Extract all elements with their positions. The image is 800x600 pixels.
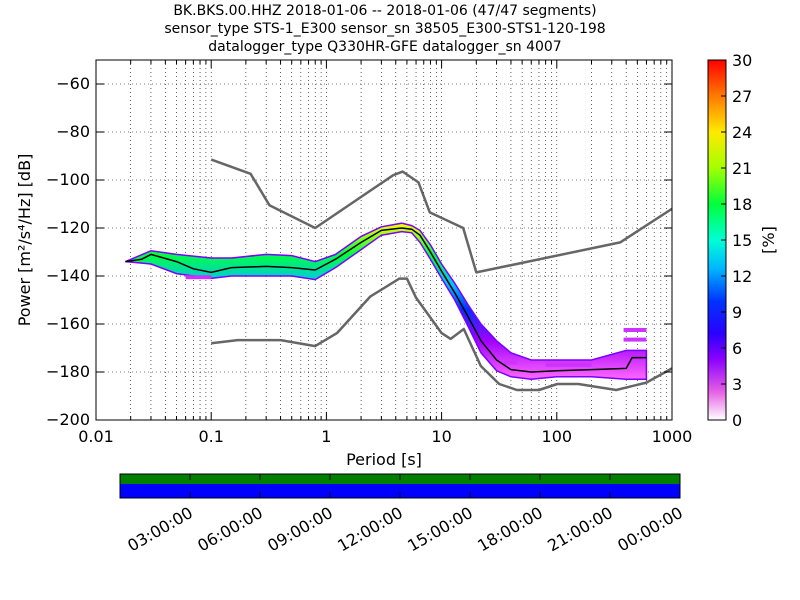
time-tick-label: 09:00:00 <box>264 503 336 555</box>
title-line-2: sensor_type STS-1_E300 sensor_sn 38505_E… <box>164 21 606 37</box>
axes: 0.01 0.1 1 10 100 1000 −200 −180 −160 −140 −120 −10… <box>46 60 692 446</box>
colorbar-tick-label: 12 <box>732 267 752 286</box>
colorbar-tick-label: 24 <box>732 123 752 142</box>
y-tick-label: −120 <box>46 218 90 237</box>
colorbar: 0 3 6 9 12 15 18 21 24 27 30 <box>707 51 752 430</box>
x-tick-label: 0.1 <box>198 427 223 446</box>
colorbar-tick-label: 27 <box>732 87 752 106</box>
psd-outlier-cells <box>185 275 212 280</box>
y-axis-label: Power [m²/s⁴/Hz] [dB] <box>15 154 34 327</box>
psd-outlier-cells <box>623 337 647 342</box>
colorbar-tick-label: 0 <box>732 411 742 430</box>
y-tick-label: −60 <box>56 74 90 93</box>
title-line-1: BK.BKS.00.HHZ 2018-01-06 -- 2018-01-06 (… <box>173 3 597 19</box>
colorbar-tick-label: 18 <box>732 195 752 214</box>
time-tick-label: 18:00:00 <box>474 503 546 555</box>
y-tick-label: −160 <box>46 314 90 333</box>
colorbar-tick-label: 3 <box>732 375 742 394</box>
time-tick-label: 15:00:00 <box>404 503 476 555</box>
y-tick-label: −100 <box>46 170 90 189</box>
low-noise-model-line <box>211 277 672 392</box>
x-tick-label: 1 <box>321 427 331 446</box>
time-tick-label: 06:00:00 <box>194 503 266 555</box>
time-tick-label: 03:00:00 <box>124 503 196 555</box>
y-tick-label: −200 <box>46 410 90 429</box>
y-tick-label: −180 <box>46 362 90 381</box>
psd-density <box>125 222 648 380</box>
psd-outlier-cells <box>623 328 647 332</box>
x-tick-label: 0.01 <box>78 427 114 446</box>
time-tick-label: 21:00:00 <box>544 503 616 555</box>
plot-frame <box>95 59 673 421</box>
colorbar-tick-label: 30 <box>732 51 752 70</box>
x-axis-label: Period [s] <box>346 450 422 469</box>
psd-curves <box>125 158 672 392</box>
time-coverage-bar: 03:00:0006:00:0009:00:0012:00:0015:00:00… <box>119 473 686 555</box>
title-line-3: datalogger_type Q330HR-GFE datalogger_sn… <box>208 39 562 55</box>
x-tick-label: 1000 <box>652 427 693 446</box>
colorbar-tick-label: 21 <box>732 159 752 178</box>
high-noise-model-line <box>210 158 672 274</box>
colorbar-tick-label: 6 <box>732 339 742 358</box>
y-tick-label: −140 <box>46 266 90 285</box>
psd-outlier-cells <box>504 360 517 365</box>
colorbar-tick-label: 15 <box>732 231 752 250</box>
colorbar-tick-label: 9 <box>732 303 742 322</box>
psd-density-band <box>125 222 648 380</box>
x-tick-label: 100 <box>542 427 573 446</box>
median-psd-line <box>125 227 647 373</box>
colorbar-label: [%] <box>759 226 778 254</box>
time-tick-label: 12:00:00 <box>334 503 406 555</box>
y-tick-label: −80 <box>56 122 90 141</box>
psd-outlier-cells <box>545 362 592 367</box>
x-tick-label: 10 <box>431 427 451 446</box>
time-tick-label: 00:00:00 <box>614 503 686 555</box>
